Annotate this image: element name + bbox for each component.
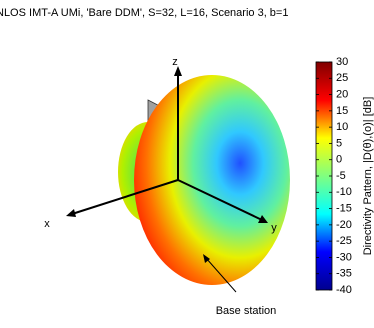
colorbar-tick-label: 10 [336, 121, 348, 133]
arrow [258, 215, 268, 223]
colorbar-tick-label: -30 [336, 251, 352, 263]
main-lobe [134, 75, 290, 285]
colorbar-tick-label: -15 [336, 202, 352, 214]
colorbar-tick-label: -25 [336, 235, 352, 247]
colorbar-tick-label: 15 [336, 105, 348, 117]
colorbar-tick-label: -20 [336, 219, 352, 231]
annotation-arrow [205, 257, 237, 293]
colorbar-tick-label: 20 [336, 88, 348, 100]
arrow [66, 209, 76, 217]
annotation: Base station [216, 305, 277, 317]
colorbar-tick-label: 5 [336, 137, 342, 149]
colorbar-tick-label: 0 [336, 154, 342, 166]
axis-label: z [172, 56, 178, 68]
colorbar-tick-label: -5 [336, 170, 346, 182]
colorbar-tick-label: 30 [336, 56, 348, 68]
colorbar-tick-label: -10 [336, 186, 352, 198]
chart-title: NLOS IMT-A UMi, 'Bare DDM', S=32, L=16, … [0, 7, 288, 19]
arrow [174, 66, 182, 76]
axis-label: y [271, 222, 277, 234]
colorbar-tick-label: -35 [336, 268, 352, 280]
colorbar-label: Directivity Pattern, |D(θ),(o)| [dB] [362, 97, 374, 256]
axis-label: x [44, 218, 50, 230]
y-axis [177, 179, 263, 221]
colorbar-tick-label: -40 [336, 284, 352, 296]
colorbar-tick-label: 25 [336, 72, 348, 84]
x-axis [71, 179, 179, 215]
arrow [203, 254, 210, 263]
surface-plot [66, 66, 290, 293]
